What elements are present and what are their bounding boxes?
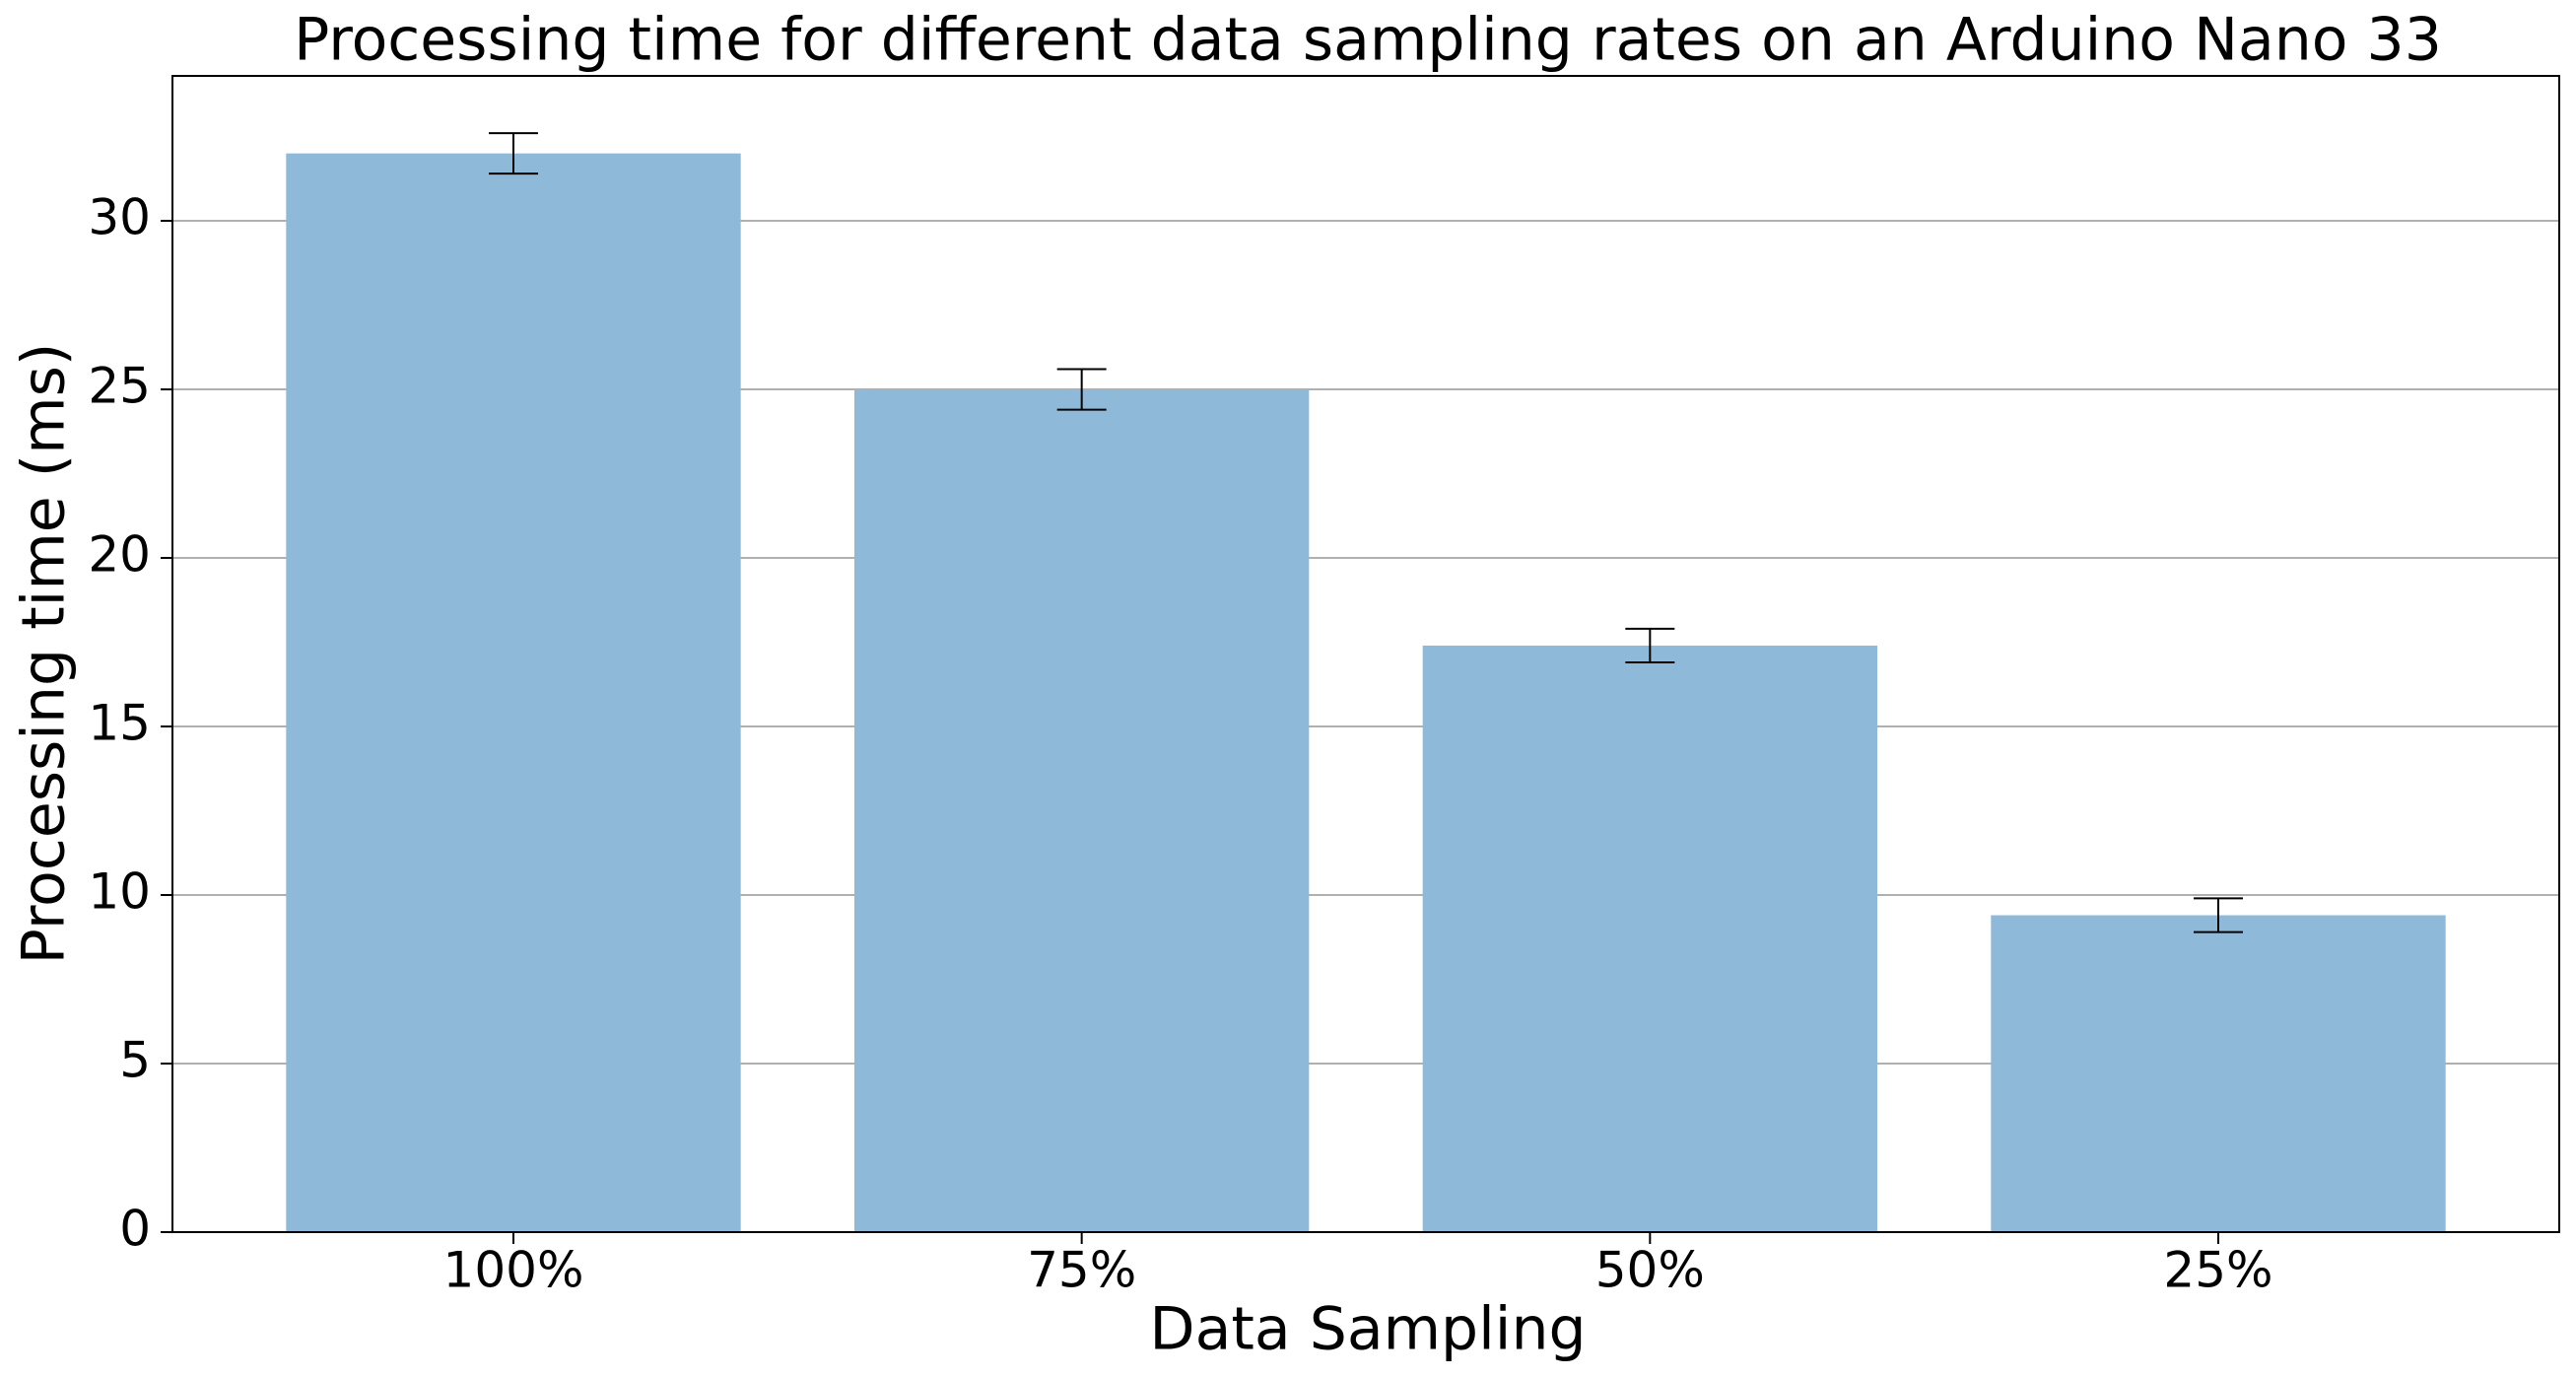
bar [1422, 645, 1877, 1232]
x-tick-label: 75% [1027, 1242, 1136, 1299]
x-tick-label: 100% [443, 1242, 584, 1299]
x-axis-label: Data Sampling [1149, 1295, 1586, 1364]
x-tick-label: 50% [1595, 1242, 1705, 1299]
bar [854, 389, 1310, 1233]
bar [286, 153, 741, 1232]
y-tick-label: 10 [88, 863, 151, 921]
y-axis-label: Processing time (ms) [10, 343, 79, 965]
y-tick-label: 25 [88, 358, 151, 415]
y-tick-label: 0 [119, 1201, 151, 1258]
y-tick-label: 15 [88, 695, 151, 752]
y-tick-label: 5 [119, 1032, 151, 1089]
y-tick-label: 30 [88, 189, 151, 246]
bar [1991, 915, 2446, 1232]
x-tick-label: 25% [2163, 1242, 2272, 1299]
y-tick-label: 20 [88, 526, 151, 584]
plot-frame [171, 75, 2560, 1233]
chart-title: Processing time for different data sampl… [294, 6, 2442, 75]
